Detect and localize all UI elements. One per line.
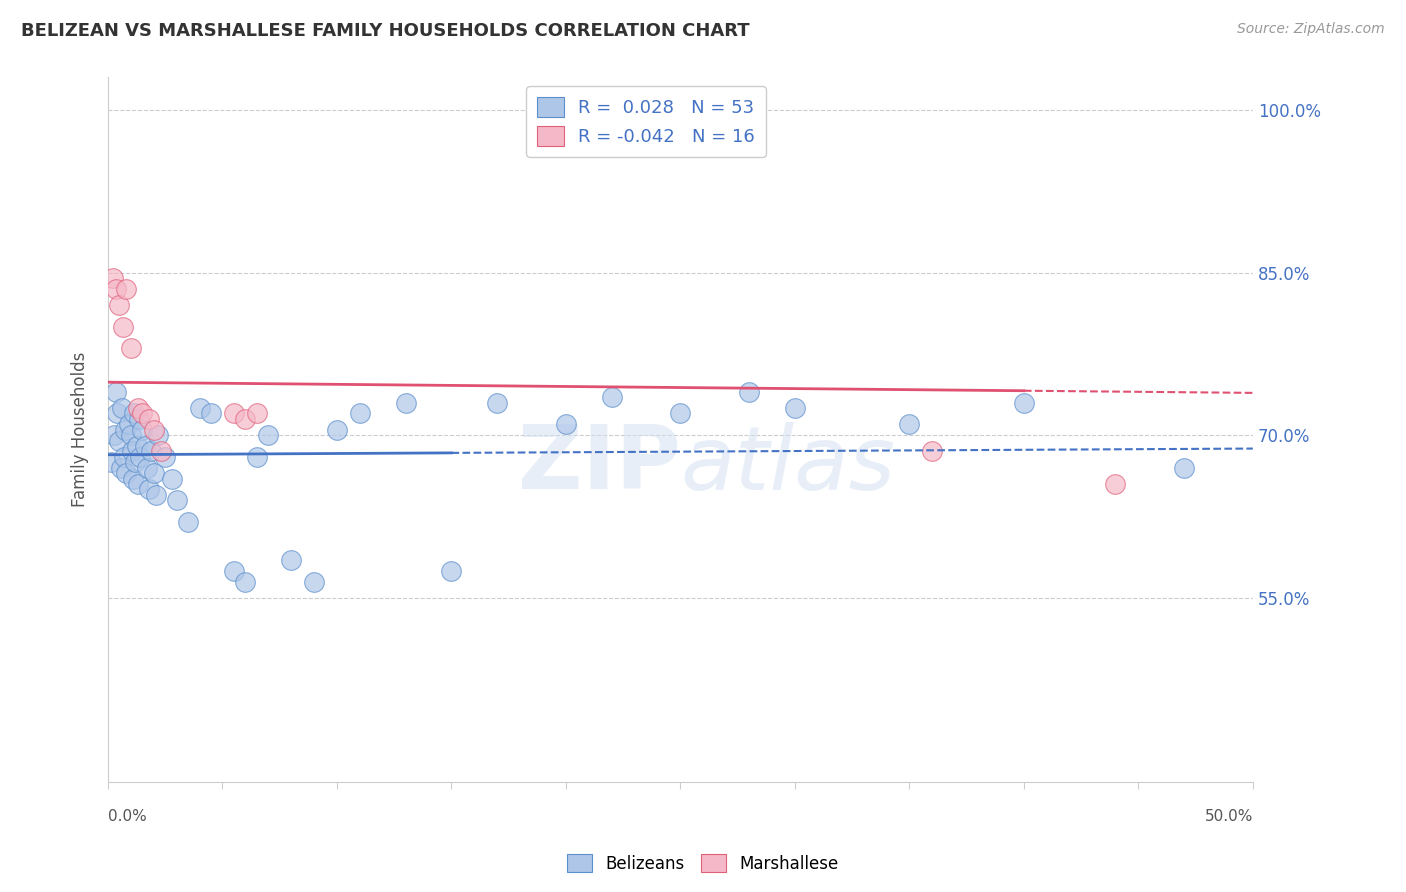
Point — [127, 401, 149, 415]
Text: 0.0%: 0.0% — [108, 809, 146, 824]
Point — [121, 444, 143, 458]
Point — [326, 423, 349, 437]
Point — [142, 466, 165, 480]
Point — [555, 417, 578, 432]
Point — [124, 455, 146, 469]
Point — [127, 477, 149, 491]
Point — [257, 428, 280, 442]
Point — [122, 471, 145, 485]
Point — [188, 401, 211, 415]
Point — [1173, 460, 1195, 475]
Point — [108, 298, 131, 312]
Point — [101, 271, 124, 285]
Point — [145, 488, 167, 502]
Point — [103, 428, 125, 442]
Point — [138, 412, 160, 426]
Text: ZIP: ZIP — [517, 422, 681, 508]
Point — [349, 407, 371, 421]
Point — [120, 342, 142, 356]
Point — [124, 407, 146, 421]
Point — [222, 564, 245, 578]
Point — [280, 553, 302, 567]
Point — [1012, 395, 1035, 409]
Legend: R =  0.028   N = 53, R = -0.042   N = 16: R = 0.028 N = 53, R = -0.042 N = 16 — [526, 87, 766, 157]
Legend: Belizeans, Marshallese: Belizeans, Marshallese — [561, 847, 845, 880]
Text: BELIZEAN VS MARSHALLESE FAMILY HOUSEHOLDS CORRELATION CHART: BELIZEAN VS MARSHALLESE FAMILY HOUSEHOLD… — [21, 22, 749, 40]
Point — [440, 564, 463, 578]
Text: 50.0%: 50.0% — [1205, 809, 1253, 824]
Point — [134, 439, 156, 453]
Point — [112, 450, 135, 464]
Point — [105, 384, 128, 399]
Point — [302, 574, 325, 589]
Point — [135, 460, 157, 475]
Point — [131, 423, 153, 437]
Point — [115, 282, 138, 296]
Point — [128, 412, 150, 426]
Point — [177, 515, 200, 529]
Text: atlas: atlas — [681, 422, 896, 508]
Point — [105, 407, 128, 421]
Point — [108, 434, 131, 448]
Point — [105, 282, 128, 296]
Point — [246, 450, 269, 464]
Point — [246, 407, 269, 421]
Point — [166, 493, 188, 508]
Point — [921, 444, 943, 458]
Point — [114, 423, 136, 437]
Point — [120, 428, 142, 442]
Y-axis label: Family Households: Family Households — [72, 352, 89, 508]
Point — [395, 395, 418, 409]
Point — [148, 428, 170, 442]
Point — [115, 466, 138, 480]
Point — [222, 407, 245, 421]
Point — [141, 444, 163, 458]
Point — [155, 450, 177, 464]
Point — [738, 384, 761, 399]
Point — [110, 460, 132, 475]
Point — [142, 423, 165, 437]
Point — [160, 471, 183, 485]
Point — [235, 574, 257, 589]
Point — [600, 390, 623, 404]
Point — [117, 417, 139, 432]
Point — [1104, 477, 1126, 491]
Point — [129, 450, 152, 464]
Point — [783, 401, 806, 415]
Point — [149, 444, 172, 458]
Point — [138, 483, 160, 497]
Point — [125, 439, 148, 453]
Point — [100, 455, 122, 469]
Point — [200, 407, 222, 421]
Point — [111, 401, 134, 415]
Point — [669, 407, 692, 421]
Point — [486, 395, 509, 409]
Point — [111, 319, 134, 334]
Point — [898, 417, 921, 432]
Text: Source: ZipAtlas.com: Source: ZipAtlas.com — [1237, 22, 1385, 37]
Point — [235, 412, 257, 426]
Point — [131, 407, 153, 421]
